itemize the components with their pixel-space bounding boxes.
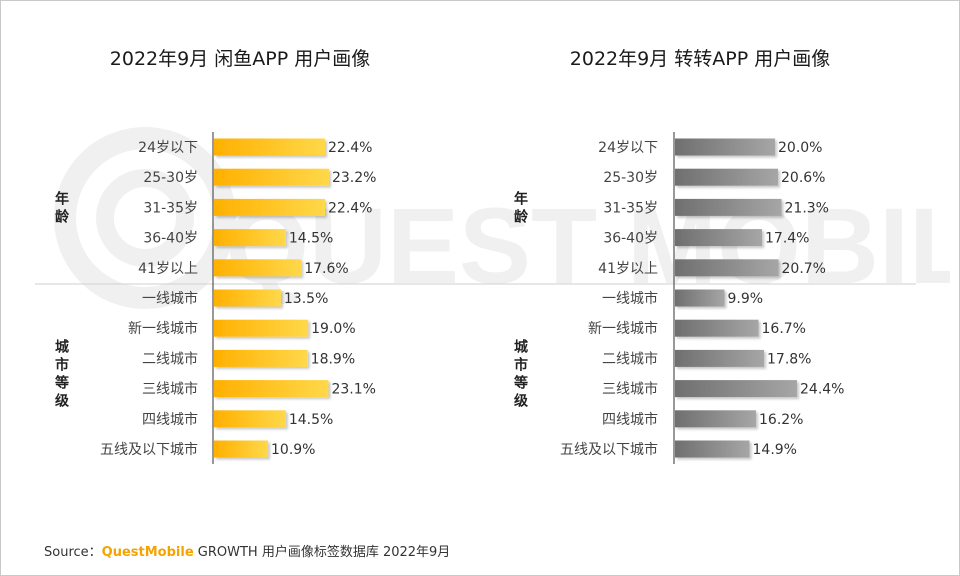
value-label: 22.4% [328,200,372,216]
value-label: 21.3% [785,200,829,216]
category-label: 36-40岁 [603,231,658,247]
chart-title-zhuanzhuan: 2022年9月 转转APP 用户画像 [569,48,831,70]
source-brand: QuestMobile [101,545,194,560]
bar [214,289,281,307]
bar [214,168,329,186]
category-label: 五线及以下城市 [560,441,658,458]
group-label-char: 龄 [514,208,529,225]
category-label: 二线城市 [142,350,198,367]
group-label-char: 年 [514,190,528,207]
bar [675,349,764,367]
value-label: 18.9% [311,351,355,367]
value-label: 17.8% [767,351,811,367]
category-label: 三线城市 [142,381,198,398]
category-label: 31-35岁 [143,200,198,216]
value-label: 10.9% [271,442,315,458]
category-label: 二线城市 [602,350,658,367]
value-label: 14.5% [289,412,333,428]
value-label: 16.2% [759,412,803,428]
category-label: 一线城市 [602,290,658,307]
category-label: 31-35岁 [603,200,658,216]
category-label: 41岁以上 [138,261,198,277]
bar [214,349,308,367]
value-label: 24.4% [800,382,844,398]
value-label: 20.6% [781,170,825,186]
bar [214,410,286,428]
category-label: 36-40岁 [143,231,198,247]
group-label-char: 年 [55,190,69,207]
category-label: 三线城市 [602,381,658,398]
category-label: 四线城市 [602,411,658,428]
group-label-char: 龄 [55,208,70,225]
category-label: 25-30岁 [143,170,198,186]
value-label: 13.5% [284,291,328,307]
value-label: 23.1% [331,382,375,398]
group-label-char: 市 [514,357,528,374]
bar [675,289,725,307]
group-label-char: 城 [55,339,69,356]
bar [214,380,329,398]
value-label: 17.4% [765,231,809,247]
category-label: 五线及以下城市 [100,441,198,458]
bar [675,138,775,156]
category-label: 41岁以上 [598,261,658,277]
bar [214,319,309,337]
bar [214,229,286,247]
group-label-char: 城 [514,339,528,356]
bar [675,198,782,216]
bar [675,319,759,337]
category-label: 25-30岁 [603,170,658,186]
bar [675,168,778,186]
source-text: GROWTH 用户画像标签数据库 2022年9月 [193,545,451,560]
bar [675,229,762,247]
category-label: 新一线城市 [588,320,658,337]
value-label: 20.7% [782,261,826,277]
bar [675,410,756,428]
group-label-char: 级 [514,393,529,410]
category-label: 24岁以下 [598,140,658,156]
value-label: 16.7% [762,321,806,337]
value-label: 14.9% [753,442,797,458]
group-label-char: 市 [55,357,69,374]
value-label: 20.0% [778,140,822,156]
bar [214,440,269,458]
value-label: 22.4% [328,140,372,156]
zhuanzhuan-bar-chart: 24岁以下 20.0% 25-30岁 20.6% 31-35岁 21.3% 36-40岁 17… [514,132,844,464]
category-label: 一线城市 [142,290,198,307]
value-label: 9.9% [728,291,764,307]
source-note: Source：QuestMobile GROWTH 用户画像标签数据库 2022… [44,541,450,560]
category-label: 四线城市 [142,411,198,428]
source-prefix: Source： [44,545,102,560]
bar [675,440,750,458]
bar [214,198,325,216]
bar [675,259,779,277]
value-label: 23.2% [332,170,376,186]
group-label-char: 级 [55,393,70,410]
value-label: 14.5% [289,231,333,247]
group-label-char: 等 [55,375,69,392]
category-label: 新一线城市 [128,320,198,337]
category-label: 24岁以下 [138,140,198,156]
value-label: 17.6% [304,261,348,277]
xianyu-bar-chart: 24岁以下 22.4% 25-30岁 23.2% 31-35岁 22.4% 36-40岁 14… [55,132,376,464]
chart-title-xianyu: 2022年9月 闲鱼APP 用户画像 [109,48,371,70]
group-label-char: 等 [514,375,528,392]
bar [675,380,797,398]
bar [214,259,302,277]
value-label: 19.0% [311,321,355,337]
bar [214,138,325,156]
